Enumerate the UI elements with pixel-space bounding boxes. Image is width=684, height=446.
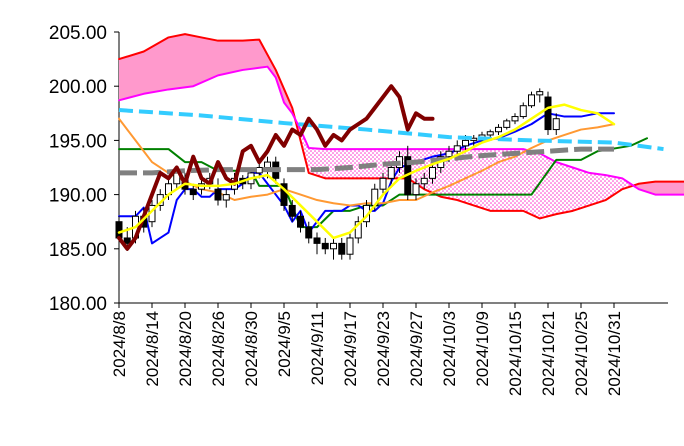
x-tick-label: 2024/10/9: [473, 311, 492, 387]
candle-body: [503, 120, 511, 128]
x-tick-label: 2024/8/14: [143, 311, 162, 387]
candle-body: [297, 215, 304, 228]
x-tick-label: 2024/9/23: [374, 311, 393, 387]
x-tick-label: 2024/10/21: [539, 311, 558, 396]
candle-body: [544, 96, 552, 131]
candle-body: [255, 167, 263, 174]
candle-body: [354, 221, 362, 239]
x-tick-label: 2024/9/27: [407, 311, 426, 387]
cloud-bearish-area: [296, 121, 633, 219]
candle-body: [321, 242, 329, 250]
candle-body: [429, 167, 436, 179]
y-tick-label: 185.00: [49, 240, 107, 261]
x-tick-label: 2024/8/26: [209, 311, 228, 387]
span-b-line: [118, 65, 684, 196]
candle-body: [379, 177, 387, 190]
candle-body: [528, 94, 535, 107]
x-tick-label: 2024/9/11: [308, 311, 327, 385]
candle-body: [280, 183, 288, 206]
candle-body: [536, 91, 544, 96]
candle-body: [387, 167, 395, 179]
candle-body: [445, 150, 453, 158]
y-axis: 180.00 185.00 190.00 195.00 200.00 205.00: [49, 23, 120, 315]
candle-body: [511, 116, 519, 122]
x-axis: 2024/8/8 2024/8/14 2024/8/20 2024/8/26 2024/…: [110, 302, 668, 396]
candle-body: [462, 139, 469, 147]
x-tick-label: 2024/8/20: [176, 311, 195, 387]
candle-body: [330, 242, 337, 250]
candle-body: [189, 188, 197, 196]
x-tick-label: 2024/9/5: [275, 311, 294, 377]
candle-body: [346, 237, 354, 255]
candle-body: [486, 131, 494, 136]
candle-body: [123, 237, 131, 244]
candle-body: [495, 126, 502, 133]
candle-body: [420, 177, 428, 185]
moving-avg-long-line: [118, 108, 664, 152]
cloud-bullish-area: [119, 34, 295, 118]
y-tick-label: 190.00: [49, 186, 107, 207]
y-tick-label: 200.00: [49, 77, 107, 98]
y-tick-label: 205.00: [49, 23, 107, 44]
x-tick-label: 2024/9/17: [341, 311, 360, 387]
candle-body: [288, 204, 296, 217]
x-tick-label: 2024/10/3: [440, 311, 459, 387]
moving-average-lines: [117, 84, 664, 251]
candle-body: [214, 188, 222, 201]
candle-body: [552, 118, 560, 131]
x-tick-label: 2024/10/15: [506, 311, 525, 396]
x-tick-label: 2024/10/25: [572, 311, 591, 396]
candle-body: [313, 237, 321, 244]
x-tick-label: 2024/8/8: [110, 311, 129, 377]
x-tick-label: 2024/8/30: [242, 311, 261, 387]
lagging-line: [117, 84, 435, 251]
candle-body: [264, 161, 271, 169]
trend-gray-line: [119, 146, 614, 176]
y-tick-label: 195.00: [49, 131, 107, 152]
candle-body: [338, 242, 346, 255]
candle-body: [115, 221, 123, 239]
candle-body: [222, 194, 230, 201]
candle-body: [305, 226, 313, 239]
candle-body: [453, 145, 461, 152]
y-tick-label: 180.00: [49, 294, 107, 315]
candle-body: [412, 183, 420, 196]
x-tick-label: 2024/10/31: [605, 311, 624, 396]
candle-body: [519, 105, 527, 118]
ma-yellow-line: [117, 103, 616, 240]
